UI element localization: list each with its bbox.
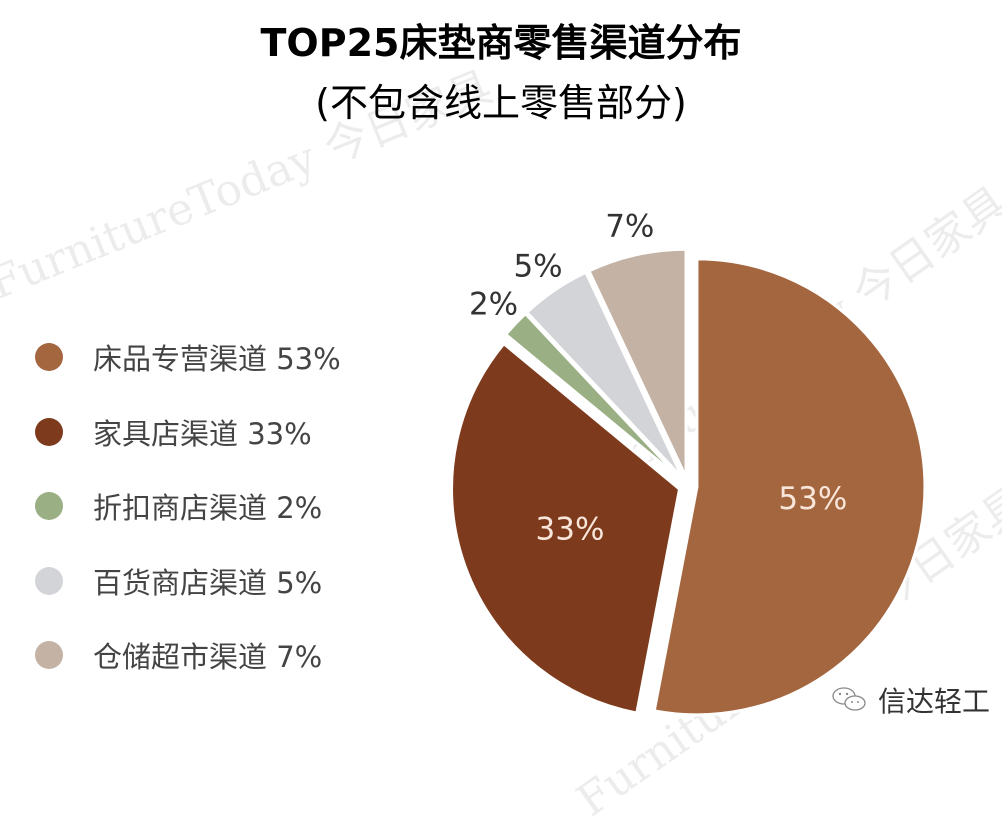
legend-swatch — [35, 566, 63, 595]
pie-slice — [652, 257, 927, 717]
pie-slice — [586, 247, 688, 478]
legend-item: 折扣商店渠道 2% — [35, 469, 341, 544]
legend-swatch — [35, 641, 63, 670]
brand-label: 信达轻工 — [878, 685, 991, 718]
chart-title: TOP25床垫商零售渠道分布 — [260, 21, 742, 65]
legend-label: 仓储超市渠道 7% — [93, 640, 323, 675]
legend-swatch — [35, 343, 63, 372]
pie-slice — [524, 270, 685, 480]
chart-subtitle: (不包含线上零售部分) — [315, 81, 687, 125]
legend: 床品专营渠道 53% 家具店渠道 33% 折扣商店渠道 2% 百货商店渠道 5%… — [35, 320, 341, 693]
legend-label: 百货商店渠道 5% — [93, 565, 323, 600]
pie-chart: 53% 33% 2%5% 7% — [450, 209, 927, 717]
legend-swatch — [35, 417, 63, 446]
data-label: 5% — [513, 248, 562, 284]
legend-label: 家具店渠道 33% — [93, 416, 312, 451]
legend-swatch — [35, 492, 63, 521]
pie-slice — [450, 341, 682, 715]
data-label: 7% — [605, 209, 654, 245]
legend-item: 家具店渠道 33% — [35, 395, 341, 470]
data-label: 2% — [469, 286, 518, 322]
wechat-icon — [832, 687, 866, 711]
legend-label: 床品专营渠道 53% — [93, 342, 341, 377]
legend-item: 仓储超市渠道 7% — [35, 618, 341, 693]
legend-item: 床品专营渠道 53% — [35, 320, 341, 395]
data-label: 53% — [778, 481, 847, 517]
brand: 信达轻工 — [830, 680, 990, 720]
legend-label: 折扣商店渠道 2% — [93, 491, 323, 526]
pie-slice — [503, 311, 683, 481]
data-label: 33% — [536, 511, 605, 547]
legend-item: 百货商店渠道 5% — [35, 544, 341, 619]
